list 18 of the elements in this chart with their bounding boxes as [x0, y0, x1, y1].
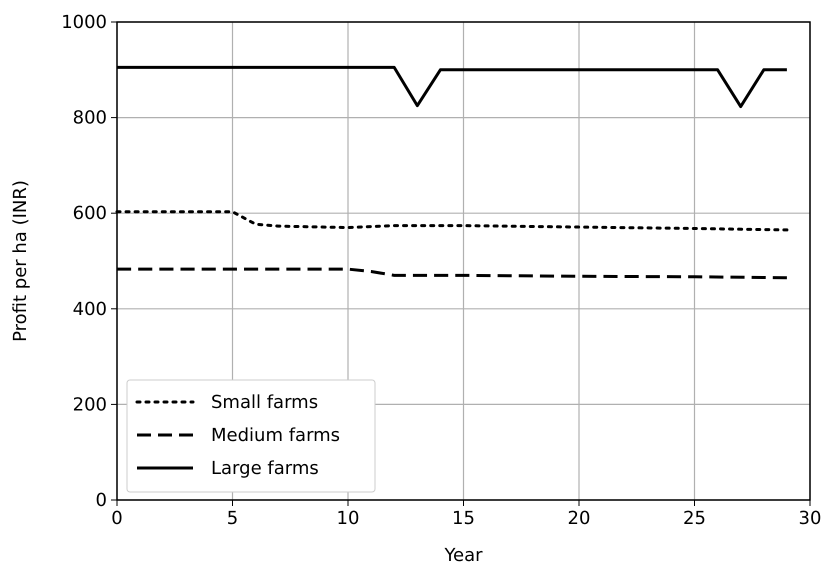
legend-label: Medium farms [211, 425, 340, 446]
x-tick-label: 5 [226, 508, 238, 529]
x-tick-label: 20 [568, 508, 590, 529]
x-tick-label: 25 [683, 508, 706, 529]
y-tick-label: 1000 [61, 12, 107, 33]
x-tick-label: 30 [798, 508, 822, 529]
y-tick-label: 800 [72, 108, 107, 129]
y-tick-label: 400 [72, 298, 107, 320]
y-axis-title: Profit per ha (INR) [10, 180, 31, 342]
x-tick-label: 0 [111, 508, 123, 529]
legend-label: Large farms [211, 458, 319, 479]
legend-label: Small farms [211, 392, 318, 413]
x-axis-title: Year [443, 545, 484, 566]
x-tick-label: 10 [336, 508, 360, 529]
y-tick-label: 200 [72, 394, 107, 416]
y-tick-label: 600 [72, 203, 107, 224]
x-tick-label: 15 [452, 508, 475, 529]
y-tick-label: 0 [96, 490, 107, 511]
